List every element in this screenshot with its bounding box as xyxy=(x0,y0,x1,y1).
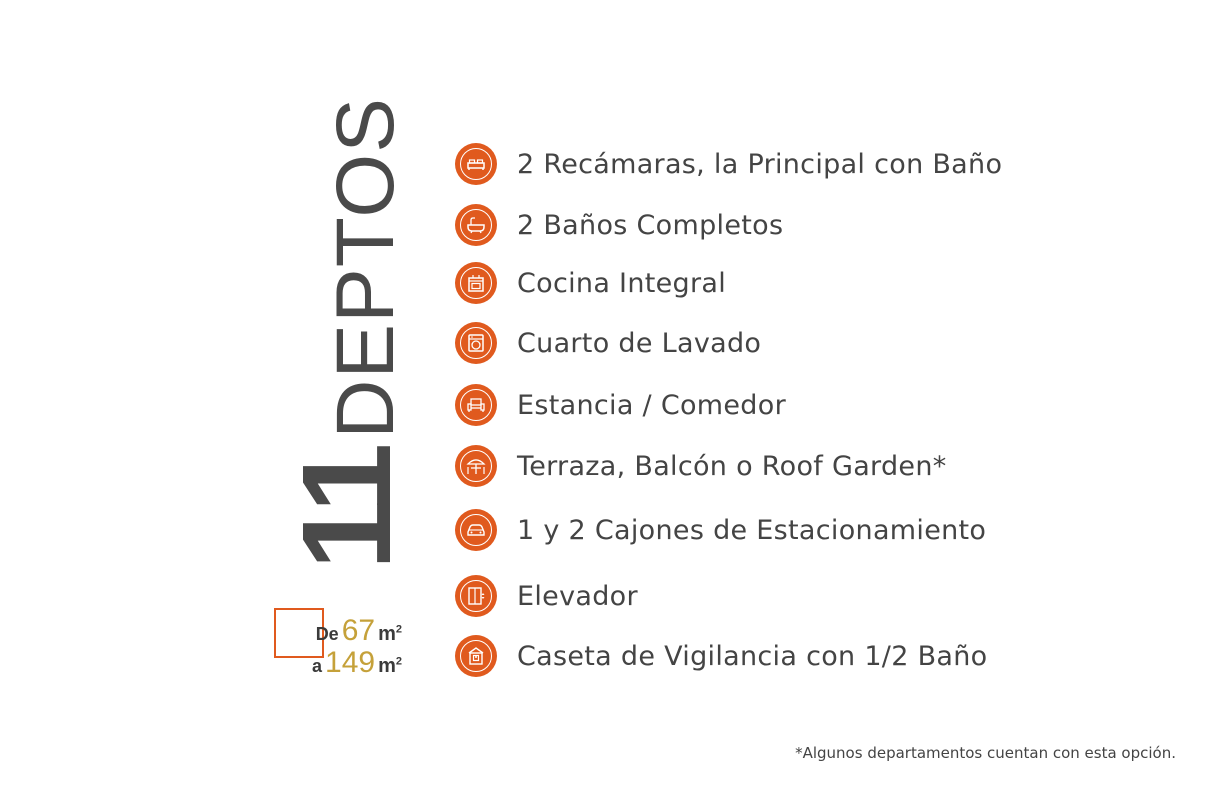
amenity-bedrooms: 2 Recámaras, la Principal con Baño xyxy=(455,142,1002,186)
car-icon xyxy=(455,509,497,551)
area-range: De 67 m2 a 149 m2 xyxy=(274,608,410,684)
units-count: 11 xyxy=(284,449,410,570)
bathtub-icon xyxy=(455,204,497,246)
area-to: a 149 m2 xyxy=(312,648,402,678)
amenity-bathrooms: 2 Baños Completos xyxy=(455,203,783,247)
units-title: 11 DEPTOS xyxy=(280,200,410,570)
units-word: DEPTOS xyxy=(325,97,410,439)
amenity-label: Elevador xyxy=(517,581,638,612)
umbrella-table-icon xyxy=(455,445,497,487)
bed-icon xyxy=(455,143,497,185)
washing-machine-icon xyxy=(455,322,497,364)
amenity-label: 1 y 2 Cajones de Estacionamiento xyxy=(517,515,986,546)
amenity-guard-booth: Caseta de Vigilancia con 1/2 Baño xyxy=(455,634,987,678)
amenity-label: Cuarto de Lavado xyxy=(517,328,761,359)
area-from-value: 67 xyxy=(342,616,375,646)
amenity-laundry: Cuarto de Lavado xyxy=(455,321,761,365)
amenity-kitchen: Cocina Integral xyxy=(455,261,726,305)
amenity-label: Caseta de Vigilancia con 1/2 Baño xyxy=(517,641,987,672)
amenity-label: Estancia / Comedor xyxy=(517,390,786,421)
area-to-prefix: a xyxy=(312,656,322,677)
amenity-terrace: Terraza, Balcón o Roof Garden* xyxy=(455,444,947,488)
area-to-value: 149 xyxy=(325,648,375,678)
amenity-elevator: Elevador xyxy=(455,574,638,618)
amenity-label: 2 Recámaras, la Principal con Baño xyxy=(517,149,1002,180)
amenity-parking: 1 y 2 Cajones de Estacionamiento xyxy=(455,508,986,552)
area-to-unit: m2 xyxy=(378,655,402,678)
amenity-label: 2 Baños Completos xyxy=(517,210,783,241)
amenity-label: Cocina Integral xyxy=(517,268,726,299)
footnote: *Algunos departamentos cuentan con esta … xyxy=(795,744,1176,762)
elevator-icon xyxy=(455,575,497,617)
amenity-living: Estancia / Comedor xyxy=(455,383,786,427)
sofa-icon xyxy=(455,384,497,426)
guard-booth-icon xyxy=(455,635,497,677)
stove-icon xyxy=(455,262,497,304)
area-from-unit: m2 xyxy=(378,623,402,646)
area-from-prefix: De xyxy=(316,624,339,645)
area-from: De 67 m2 xyxy=(316,616,402,646)
amenity-label: Terraza, Balcón o Roof Garden* xyxy=(517,451,947,482)
